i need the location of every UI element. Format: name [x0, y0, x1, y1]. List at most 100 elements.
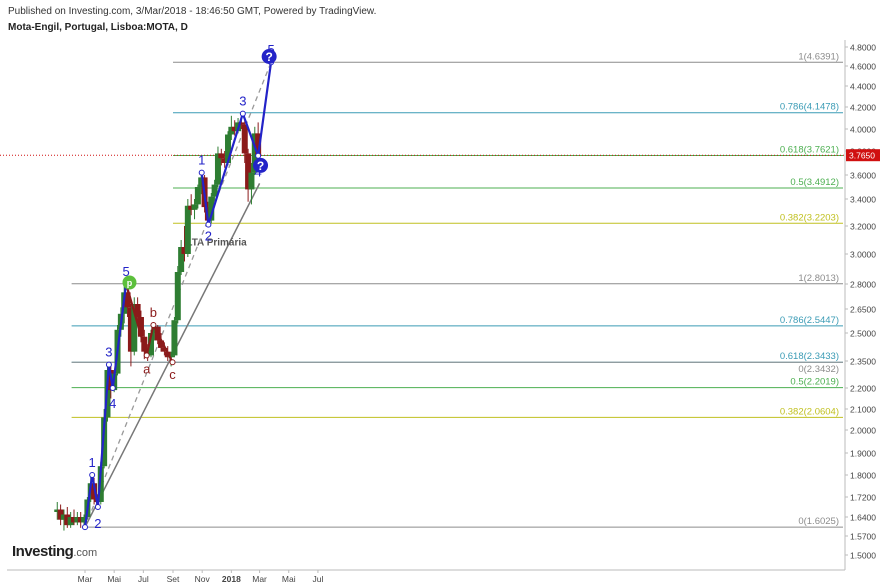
candle-body — [137, 317, 144, 337]
y-tick-label: 3.2000 — [850, 222, 876, 232]
x-tick-label: Mai — [282, 574, 296, 584]
y-tick-label: 4.4000 — [850, 82, 876, 92]
candle-body — [245, 153, 252, 190]
candle-body — [198, 177, 205, 187]
candle-body — [251, 133, 258, 173]
wave-pivot-dot — [255, 152, 262, 159]
candle-body — [171, 320, 178, 356]
elliott-wave-line — [125, 283, 174, 363]
x-tick-label: Mar — [252, 574, 267, 584]
logo-domain: .com — [73, 547, 98, 559]
fib-level-label: 0.382(3.2203) — [780, 212, 839, 223]
wave-label: c — [169, 367, 176, 382]
candle-body — [64, 514, 71, 526]
candle-body — [174, 272, 181, 321]
wave-label: 4 — [109, 396, 116, 411]
candle-body — [208, 196, 215, 221]
candle-body — [181, 247, 188, 254]
wave-label: 3 — [105, 345, 112, 360]
investing-logo: Investing.com — [12, 543, 97, 560]
fib-level-label: 1(2.8013) — [798, 273, 839, 284]
candle-body — [134, 304, 141, 317]
wave-pivot-dot — [105, 361, 112, 368]
y-tick-label: 2.2000 — [850, 384, 876, 394]
candle-body — [194, 187, 201, 205]
wave-label: 2 — [94, 516, 101, 531]
wave-pivot-dot — [143, 352, 150, 359]
candle-body — [248, 172, 255, 190]
candle-body — [54, 509, 61, 512]
y-tick-label: 3.4000 — [850, 195, 876, 205]
candle-body — [188, 205, 195, 210]
candle-body — [228, 126, 235, 135]
x-tick-label: Jul — [312, 574, 323, 584]
fib-level-label: 0.382(2.0604) — [780, 406, 839, 417]
wave-label: 3 — [239, 94, 246, 109]
candle-body — [231, 126, 238, 132]
y-tick-label: 3.6000 — [850, 171, 876, 181]
y-tick-label: 1.7200 — [850, 493, 876, 503]
y-tick-label: 2.6500 — [850, 305, 876, 315]
y-tick-label: 1.6400 — [850, 513, 876, 523]
wave-label: 1 — [89, 455, 96, 470]
x-tick-label: Mar — [78, 574, 93, 584]
fib-level-label: 0.618(3.7621) — [780, 145, 839, 156]
fib-level-label: 0.5(2.2019) — [790, 377, 839, 388]
trendline-label: LTA Primária — [186, 238, 247, 249]
question-mark-label: ? — [257, 159, 264, 173]
candle-body — [148, 333, 155, 356]
fib-level-label: 0(1.6025) — [798, 516, 839, 527]
candle-body — [221, 158, 228, 163]
candle-body — [168, 355, 175, 358]
candle-body — [238, 122, 245, 125]
y-tick-label: 2.5000 — [850, 329, 876, 339]
candle-body — [57, 509, 64, 520]
y-tick-label: 4.6000 — [850, 62, 876, 72]
published-caption: Published on Investing.com, 3/Mar/2018 -… — [8, 6, 377, 17]
wave-label: 2 — [205, 229, 212, 244]
x-tick-label: Mai — [107, 574, 121, 584]
wave-label: 5 — [123, 264, 130, 279]
question-badge — [261, 49, 277, 64]
candle-body — [127, 307, 134, 352]
wave-pivot-dot — [150, 322, 157, 328]
question-badge — [253, 157, 269, 173]
y-tick-label: 2.3500 — [850, 357, 876, 367]
candle-body — [158, 340, 165, 348]
fib-level-label: 0.618(2.3433) — [780, 351, 839, 362]
projection-dashed-line — [84, 62, 272, 528]
wave-pivot-dot — [82, 524, 88, 531]
fib-level-label: 0.5(3.4912) — [790, 177, 839, 188]
candle-body — [178, 247, 185, 272]
wave-pivot-dot — [109, 385, 116, 391]
candle-body — [161, 347, 168, 352]
y-tick-label: 2.8000 — [850, 280, 876, 290]
y-tick-label: 4.2000 — [850, 103, 876, 113]
candle-body — [70, 517, 77, 523]
y-tick-label: 1.9000 — [850, 449, 876, 459]
fib-level-label: 0.786(4.1478) — [780, 102, 839, 113]
candle-body — [81, 517, 88, 523]
candle-body — [67, 517, 74, 526]
candle-body — [124, 292, 131, 308]
y-tick-label: 2.1000 — [850, 405, 876, 415]
candle-body — [74, 517, 81, 523]
wave-label: 1 — [198, 153, 205, 168]
logo-text: Investing — [12, 543, 74, 560]
wave-label: b — [150, 305, 157, 320]
wave-pivot-dot — [239, 110, 246, 117]
candle-body — [214, 153, 221, 185]
last-price-label: 3.7650 — [849, 151, 875, 161]
pivot-marker — [122, 275, 137, 290]
candle-body — [255, 133, 262, 155]
candle-body — [225, 134, 232, 163]
question-mark-label: ? — [265, 50, 272, 64]
y-tick-label: 1.5700 — [850, 532, 876, 542]
wave-pivot-dot — [198, 169, 205, 176]
candle-body — [131, 304, 138, 352]
candle-body — [151, 326, 158, 333]
candle-body — [101, 417, 108, 467]
y-tick-label: 2.0000 — [850, 426, 876, 436]
x-tick-label: Jul — [138, 574, 149, 584]
